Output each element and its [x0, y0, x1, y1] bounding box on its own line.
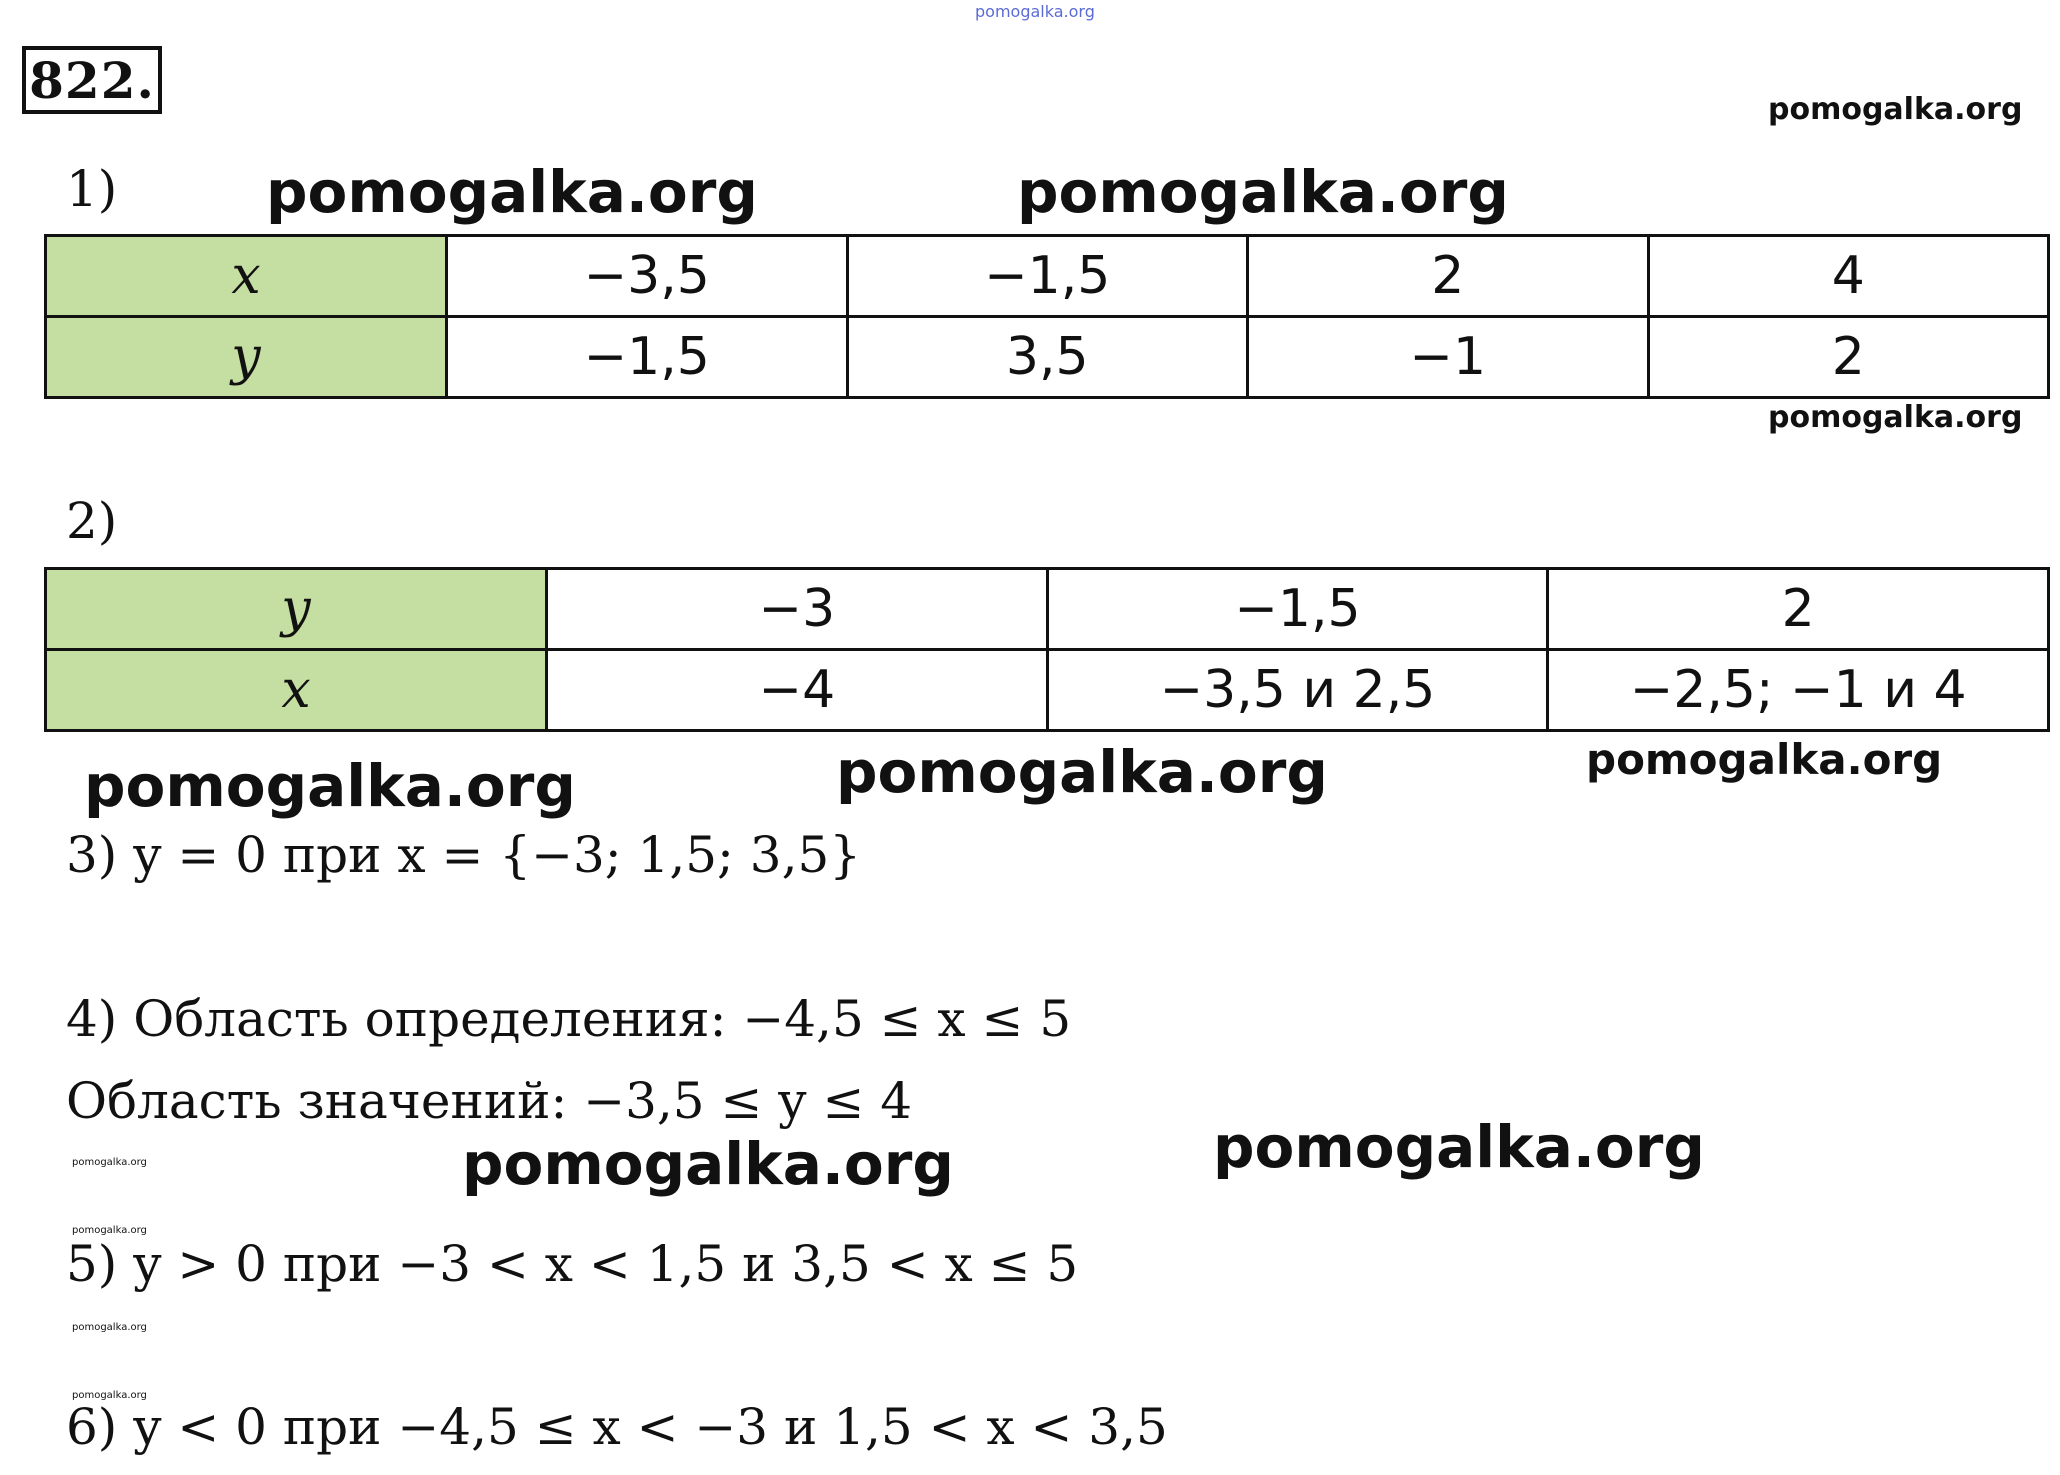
table-cell: −3: [545, 567, 1049, 651]
answer-5: 5) y > 0 при −3 < x < 1,5 и 3,5 < x ≤ 5: [66, 1235, 1079, 1293]
table-cell: 2: [1546, 567, 2050, 651]
table-cell: 4: [1646, 234, 2050, 318]
table-cell: 2: [1246, 234, 1650, 318]
row-header-x: x: [44, 648, 548, 732]
table-cell: −2,5; −1 и 4: [1546, 648, 2050, 732]
table-cell: −3,5: [445, 234, 849, 318]
watermark: pomogalka.org: [1586, 735, 1943, 784]
part2-label: 2): [66, 492, 118, 550]
table-cell: 2: [1646, 315, 2050, 399]
table-cell: −3,5 и 2,5: [1045, 648, 1550, 732]
table-cell: −4: [545, 648, 1049, 732]
answer-6: 6) y < 0 при −4,5 ≤ x < −3 и 1,5 < x < 3…: [66, 1398, 1168, 1456]
watermark: pomogalka.org: [266, 158, 758, 226]
row-header-y: y: [44, 567, 548, 651]
table-row: y −3 −1,5 2: [44, 567, 2050, 651]
answer-4-range: Область значений: −3,5 ≤ y ≤ 4: [66, 1072, 913, 1130]
watermark: pomogalka.org: [84, 752, 576, 820]
watermark: pomogalka.org: [72, 1225, 147, 1236]
answer-3: 3) y = 0 при x = {−3; 1,5; 3,5}: [66, 826, 862, 884]
watermark: pomogalka.org: [1768, 400, 2023, 435]
table-cell: −1,5: [1045, 567, 1550, 651]
table-row: y −1,5 3,5 −1 2: [44, 315, 2050, 399]
table-cell: −1,5: [845, 234, 1249, 318]
table-cell: −1: [1246, 315, 1650, 399]
watermark: pomogalka.org: [72, 1157, 147, 1168]
watermark-top: pomogalka.org: [975, 2, 1095, 21]
watermark: pomogalka.org: [1017, 158, 1509, 226]
watermark: pomogalka.org: [836, 738, 1328, 806]
row-header-y: y: [44, 315, 448, 399]
table-cell: 3,5: [845, 315, 1249, 399]
problem-number: 822.: [22, 46, 162, 114]
watermark: pomogalka.org: [1213, 1113, 1705, 1181]
table-part1: x −3,5 −1,5 2 4 y −1,5 3,5 −1 2: [44, 234, 2050, 399]
answer-4-domain: 4) Область определения: −4,5 ≤ x ≤ 5: [66, 990, 1072, 1048]
watermark: pomogalka.org: [462, 1130, 954, 1198]
table-row: x −3,5 −1,5 2 4: [44, 234, 2050, 318]
part1-label: 1): [66, 160, 118, 218]
watermark: pomogalka.org: [72, 1322, 147, 1333]
table-part2: y −3 −1,5 2 x −4 −3,5 и 2,5 −2,5; −1 и 4: [44, 567, 2050, 732]
table-row: x −4 −3,5 и 2,5 −2,5; −1 и 4: [44, 648, 2050, 732]
watermark: pomogalka.org: [1768, 92, 2023, 127]
row-header-x: x: [44, 234, 448, 318]
watermark: pomogalka.org: [72, 1390, 147, 1401]
table-cell: −1,5: [445, 315, 849, 399]
